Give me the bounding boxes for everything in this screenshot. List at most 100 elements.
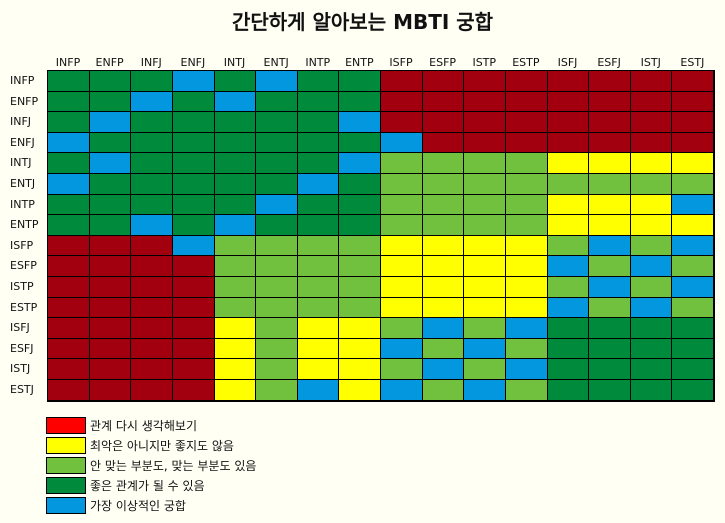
cell-infj-enfp (89, 112, 132, 133)
legend-item-rethink: 관계 다시 생각해보기 (46, 415, 256, 435)
cell-istj-istp (464, 359, 506, 380)
cell-infp-isfj (547, 71, 590, 92)
legend-label-ideal: 가장 이상적인 궁합 (90, 498, 186, 513)
cell-entp-intp (297, 215, 340, 236)
cell-intp-intp (297, 194, 340, 216)
cell-entp-estj (672, 215, 714, 236)
cell-entj-infp (48, 173, 90, 195)
cell-istp-infj (131, 276, 173, 298)
cell-istj-intj (214, 359, 257, 380)
legend-item-ideal: 가장 이상적인 궁합 (46, 495, 256, 515)
cell-istp-infp (48, 276, 90, 298)
cell-istp-enfj (172, 276, 215, 298)
cell-intj-istp (464, 153, 506, 174)
cell-infp-istp (464, 71, 506, 92)
cell-esfp-istp (464, 256, 506, 277)
cell-istp-estj (672, 276, 714, 298)
row-header-isfp: ISFP (10, 238, 34, 252)
cell-istp-esfp (422, 276, 465, 298)
cell-esfp-isfp (381, 256, 423, 277)
cell-esfj-istj (630, 338, 673, 360)
cell-intp-isfp (381, 194, 423, 216)
cell-intj-isfp (381, 153, 423, 174)
cell-isfj-estj (672, 318, 714, 339)
legend-swatch-rethink (46, 416, 86, 434)
cell-infp-esfp (422, 71, 465, 92)
cell-infj-istj (630, 112, 673, 133)
cell-infp-entp (339, 71, 381, 92)
row-header-infj: INFJ (10, 115, 32, 129)
cell-intj-enfj (172, 153, 215, 174)
cell-entp-estp (505, 215, 548, 236)
cell-estj-istj (630, 379, 673, 401)
cell-enfp-istj (630, 91, 673, 113)
cell-estp-entj (256, 297, 298, 319)
cell-istj-infj (131, 359, 173, 380)
cell-estp-istj (630, 297, 673, 319)
cell-estj-esfp (422, 379, 465, 401)
cell-infj-enfj (172, 112, 215, 133)
cell-isfp-entp (339, 235, 381, 257)
cell-infp-esfj (589, 71, 631, 92)
cell-esfj-enfp (89, 338, 132, 360)
column-header-isfj: ISFJ (557, 56, 578, 69)
cell-istj-entp (339, 359, 381, 380)
cell-entj-esfj (589, 173, 631, 195)
cell-estj-entj (256, 379, 298, 401)
cell-entj-entj (256, 173, 298, 195)
cell-intj-infj (131, 153, 173, 174)
cell-entj-isfp (381, 173, 423, 195)
cell-esfp-entj (256, 256, 298, 277)
cell-esfj-istp (464, 338, 506, 360)
cell-estp-intp (297, 297, 340, 319)
cell-intp-intj (214, 194, 257, 216)
cell-esfj-enfj (172, 338, 215, 360)
cell-isfj-istp (464, 318, 506, 339)
cell-istj-enfp (89, 359, 132, 380)
column-header-entj: ENTJ (263, 56, 289, 69)
cell-infp-intj (214, 71, 257, 92)
cell-infj-estj (672, 112, 714, 133)
cell-estp-estp (505, 297, 548, 319)
cell-esfp-enfp (89, 256, 132, 277)
cell-estp-intj (214, 297, 257, 319)
cell-esfp-estp (505, 256, 548, 277)
cell-esfj-isfp (381, 338, 423, 360)
cell-isfj-intj (214, 318, 257, 339)
cell-isfp-istj (630, 235, 673, 257)
cell-esfp-isfj (547, 256, 590, 277)
cell-intj-intj (214, 153, 257, 174)
cell-isfj-enfp (89, 318, 132, 339)
cell-entp-istp (464, 215, 506, 236)
cell-entp-esfp (422, 215, 465, 236)
legend-label-good: 좋은 관계가 될 수 있음 (90, 478, 205, 493)
cell-istp-isfj (547, 276, 590, 298)
column-header-esfj: ESFJ (597, 56, 621, 69)
cell-entj-intj (214, 173, 257, 195)
cell-esfj-esfp (422, 338, 465, 360)
cell-enfj-isfp (381, 132, 423, 154)
cell-esfp-infp (48, 256, 90, 277)
cell-isfp-istp (464, 235, 506, 257)
cell-estp-entp (339, 297, 381, 319)
cell-estp-estj (672, 297, 714, 319)
cell-intj-istj (630, 153, 673, 174)
cell-isfj-intp (297, 318, 340, 339)
cell-entp-intj (214, 215, 257, 236)
legend-label-rethink: 관계 다시 생각해보기 (90, 418, 197, 433)
cell-enfp-entp (339, 91, 381, 113)
cell-esfj-infj (131, 338, 173, 360)
cell-infp-enfj (172, 71, 215, 92)
cell-esfp-esfp (422, 256, 465, 277)
cell-estj-enfj (172, 379, 215, 401)
cell-estj-esfj (589, 379, 631, 401)
cell-istp-istp (464, 276, 506, 298)
cell-isfj-esfj (589, 318, 631, 339)
cell-isfj-estp (505, 318, 548, 339)
cell-istp-isfp (381, 276, 423, 298)
cell-isfj-enfj (172, 318, 215, 339)
cell-entp-enfp (89, 215, 132, 236)
cell-estp-isfp (381, 297, 423, 319)
cell-infp-estj (672, 71, 714, 92)
legend-label-mixed: 안 맞는 부분도, 맞는 부분도 있음 (90, 458, 257, 473)
